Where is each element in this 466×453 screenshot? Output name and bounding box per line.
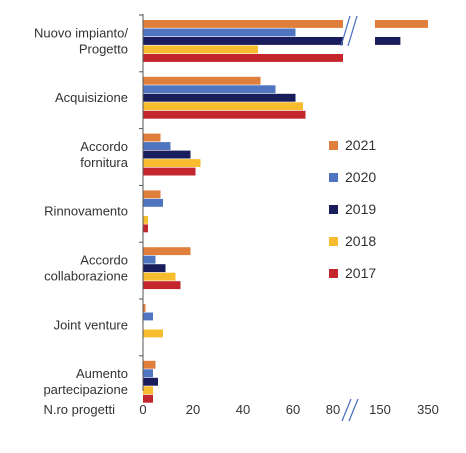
bar-2021-cat0-part1 [143, 20, 343, 28]
bar-2017-cat6 [143, 394, 153, 403]
bar-2017-cat4 [143, 281, 181, 290]
bar-2019-cat2 [143, 150, 191, 159]
bar-2020-cat1 [143, 85, 276, 94]
legend-label-2018: 2018 [345, 233, 376, 249]
bar-2019-cat6 [143, 377, 158, 386]
bar-2021-cat5 [143, 304, 146, 312]
bar-2018-cat4 [143, 272, 176, 281]
bars-group [143, 20, 428, 403]
bar-2019-cat0-part2 [375, 37, 401, 45]
bar-2021-cat2 [143, 133, 161, 142]
legend-label-2019: 2019 [345, 201, 376, 217]
bar-2020-cat2 [143, 142, 171, 150]
legend-swatch-2020 [329, 173, 338, 182]
bar-2018-cat5 [143, 329, 163, 338]
break-slash-2 [341, 398, 352, 422]
bar-2020-cat5 [143, 312, 153, 321]
bar-2020-cat6 [143, 369, 153, 378]
axis-break-mark [340, 15, 359, 422]
category-label-4-line0: Accordo [80, 252, 128, 267]
bar-2018-cat3 [143, 215, 148, 224]
bar-2019-cat0-part1 [143, 37, 343, 45]
bar-2020-cat4 [143, 255, 156, 264]
legend-label-2020: 2020 [345, 169, 376, 185]
bar-2021-cat6 [143, 360, 156, 369]
x-tick-label-40: 40 [236, 402, 250, 417]
legend-swatch-2018 [329, 237, 338, 246]
bar-2017-cat0 [143, 54, 343, 62]
x-tick-label-80: 80 [326, 402, 340, 417]
bar-2017-cat2 [143, 167, 196, 176]
bar-2017-cat3 [143, 224, 148, 233]
legend-swatch-2021 [329, 141, 338, 150]
break-slash-0 [340, 15, 351, 47]
bar-2021-cat4 [143, 247, 191, 256]
category-label-0-line0: Nuovo impianto/ [34, 25, 128, 40]
x-tick-labels: 0 20 40 60 80 150 350 [139, 402, 438, 417]
category-label-2-line1: fornitura [80, 155, 128, 170]
bar-2021-cat0-part2 [375, 20, 428, 28]
category-labels: Nuovo impianto/Progetto Acquisizione Accor… [34, 14, 143, 397]
category-label-0-line1: Progetto [79, 41, 128, 56]
bar-2018-cat6 [143, 386, 153, 395]
category-label-1-line0: Acquisizione [55, 90, 128, 105]
bar-2020-cat3 [143, 198, 163, 207]
category-label-5-line0: Joint venture [54, 317, 128, 332]
bar-2018-cat2 [143, 159, 201, 167]
bar-2021-cat1 [143, 76, 261, 85]
bar-2017-cat1 [143, 110, 306, 119]
x-tick-label-0: 0 [139, 402, 146, 417]
bar-2019-cat1 [143, 93, 296, 102]
category-label-2-line0: Accordo [80, 139, 128, 154]
bar-2018-cat0 [143, 45, 258, 54]
x-axis-title: N.ro progetti [43, 402, 115, 417]
bar-2021-cat3 [143, 190, 161, 199]
category-label-6-line0: Aumento [76, 366, 128, 381]
x-tick-label-350: 350 [417, 402, 439, 417]
legend: 2021 2020 2019 2018 2017 [329, 137, 376, 281]
break-slash-3 [348, 398, 359, 422]
legend-label-2021: 2021 [345, 137, 376, 153]
bar-2020-cat0 [143, 28, 296, 37]
category-label-6-line1: partecipazione [43, 382, 128, 397]
legend-swatch-2017 [329, 269, 338, 278]
legend-swatch-2019 [329, 205, 338, 214]
bar-2019-cat4 [143, 264, 166, 273]
bar-2018-cat1 [143, 102, 303, 111]
category-label-4-line1: collaborazione [44, 268, 128, 283]
legend-label-2017: 2017 [345, 265, 376, 281]
x-tick-label-20: 20 [186, 402, 200, 417]
x-tick-label-150: 150 [369, 402, 391, 417]
category-label-3-line0: Rinnovamento [44, 204, 128, 219]
break-slash-1 [347, 15, 358, 47]
x-tick-label-60: 60 [286, 402, 300, 417]
